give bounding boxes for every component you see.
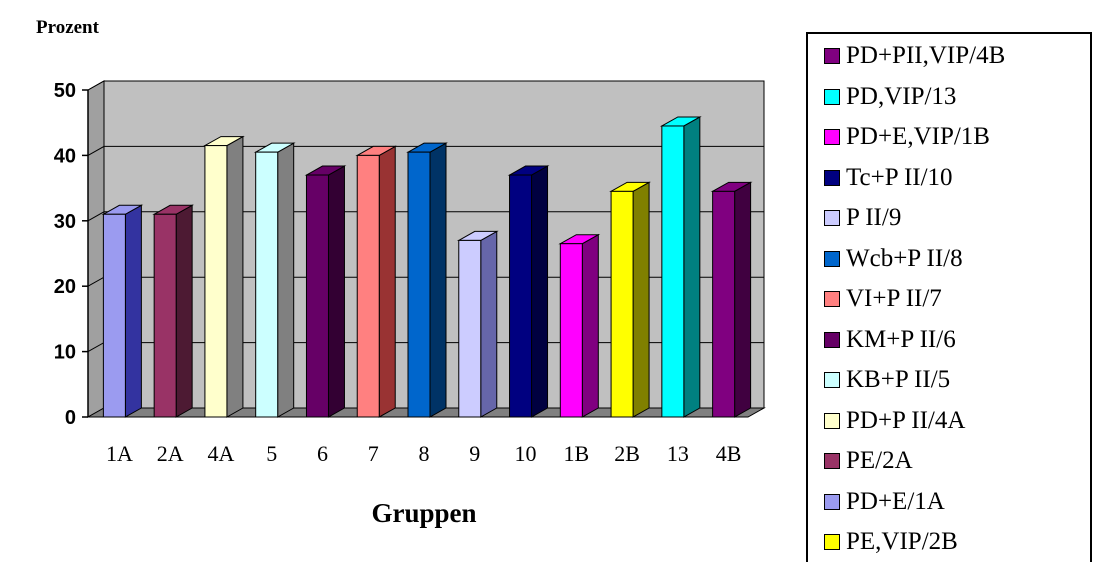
legend-label: PE,VIP/2B bbox=[846, 528, 958, 555]
legend-label: PD,VIP/13 bbox=[846, 82, 957, 110]
x-axis-ticks: 1A 2A 4A 5 6 7 8 9 10 1B 2B 13 4B bbox=[106, 441, 742, 466]
gridline bbox=[87, 145, 764, 156]
y-tick-label: 20 bbox=[54, 276, 76, 298]
bar-1A bbox=[101, 204, 144, 418]
bar-2A bbox=[152, 204, 195, 418]
gridline bbox=[87, 80, 764, 91]
y-tick-label: 50 bbox=[54, 80, 76, 102]
legend-item: KB+P II/5 bbox=[824, 362, 950, 398]
bar-chart: 0 10 20 30 40 50 1A 2A 4A 5 6 7 8 9 10 1B 2B 13 4B Prozen… bbox=[36, 17, 766, 528]
y-axis-label: Prozent bbox=[36, 17, 100, 38]
legend-label: VI+P II/7 bbox=[846, 285, 942, 312]
legend-item: Tc+P II/10 bbox=[824, 160, 953, 196]
y-tick-label: 10 bbox=[54, 342, 76, 364]
legend-label: PD+PII,VIP/4B bbox=[846, 42, 1006, 69]
legend-item: Wcb+P II/8 bbox=[824, 241, 963, 277]
x-tick-label: 4A bbox=[207, 441, 234, 466]
x-tick-label: 9 bbox=[469, 441, 480, 466]
x-tick-label: 2B bbox=[614, 441, 640, 466]
legend-item: PE/2A bbox=[824, 443, 913, 479]
bar-10 bbox=[507, 165, 550, 418]
y-axis-ticks: 0 10 20 30 40 50 bbox=[54, 80, 89, 429]
bar-2B bbox=[609, 181, 651, 418]
legend-swatch bbox=[824, 493, 840, 510]
bar-6 bbox=[304, 165, 347, 418]
x-axis-label: Gruppen bbox=[371, 498, 476, 528]
legend-swatch bbox=[824, 210, 840, 226]
legend-swatch bbox=[824, 88, 840, 105]
x-tick-label: 4B bbox=[716, 441, 742, 466]
legend-label: P II/9 bbox=[846, 204, 902, 231]
x-tick-label: 8 bbox=[419, 441, 430, 466]
legend-item: PD+P II/4A bbox=[824, 403, 965, 439]
y-tick-label: 30 bbox=[54, 211, 76, 233]
legend-label: PE/2A bbox=[846, 447, 913, 474]
x-tick-label: 10 bbox=[515, 441, 537, 466]
bar-13 bbox=[659, 116, 702, 418]
legend-label: PD+E/1A bbox=[846, 487, 945, 515]
bar-4B bbox=[710, 181, 753, 418]
x-tick-label: 1B bbox=[563, 441, 589, 466]
bars bbox=[101, 116, 753, 418]
legend-label: KB+P II/5 bbox=[846, 366, 951, 393]
y-tick-label: 0 bbox=[65, 407, 76, 429]
legend-item: PD,VIP/13 bbox=[824, 79, 956, 115]
x-tick-label: 5 bbox=[266, 441, 277, 466]
legend-swatch bbox=[824, 291, 840, 307]
x-tick-label: 2A bbox=[157, 441, 184, 466]
legend-swatch bbox=[824, 412, 840, 429]
legend-label: PD+P II/4A bbox=[846, 406, 966, 434]
legend-swatch bbox=[824, 250, 840, 267]
legend-swatch bbox=[824, 453, 840, 469]
legend-label: Tc+P II/10 bbox=[846, 163, 953, 191]
bar-9 bbox=[456, 230, 499, 418]
legend-item: VI+P II/7 bbox=[824, 281, 942, 317]
legend-label: Wcb+P II/8 bbox=[846, 244, 963, 272]
legend-swatch bbox=[824, 534, 840, 550]
legend-swatch bbox=[824, 48, 840, 64]
legend-item: PD+E,VIP/1B bbox=[824, 119, 990, 155]
legend-label: PD+E,VIP/1B bbox=[846, 123, 990, 150]
y-tick-label: 40 bbox=[54, 145, 76, 167]
x-tick-label: 1A bbox=[106, 441, 133, 466]
legend-item: PD+PII,VIP/4B bbox=[824, 38, 1005, 74]
bar-7 bbox=[355, 145, 398, 418]
legend-swatch bbox=[824, 331, 840, 348]
legend: PD+PII,VIP/4B PD,VIP/13 PD+E,VIP/1B Tc+P II… bbox=[806, 32, 1092, 562]
legend-swatch bbox=[824, 169, 840, 186]
bar-8 bbox=[406, 142, 448, 418]
bar-1B bbox=[558, 233, 601, 418]
legend-swatch bbox=[824, 129, 840, 145]
legend-swatch bbox=[824, 372, 840, 388]
legend-item: P II/9 bbox=[824, 200, 901, 236]
x-tick-label: 7 bbox=[368, 441, 379, 466]
x-tick-label: 6 bbox=[317, 441, 328, 466]
x-tick-label: 13 bbox=[667, 441, 689, 466]
bar-4A bbox=[203, 135, 245, 418]
side-wall bbox=[87, 80, 105, 418]
legend-item: PE,VIP/2B bbox=[824, 524, 958, 560]
bar-5 bbox=[253, 142, 296, 418]
legend-label: KM+P II/6 bbox=[846, 325, 956, 353]
legend-item: PD+E/1A bbox=[824, 484, 945, 520]
legend-item: KM+P II/6 bbox=[824, 322, 956, 358]
